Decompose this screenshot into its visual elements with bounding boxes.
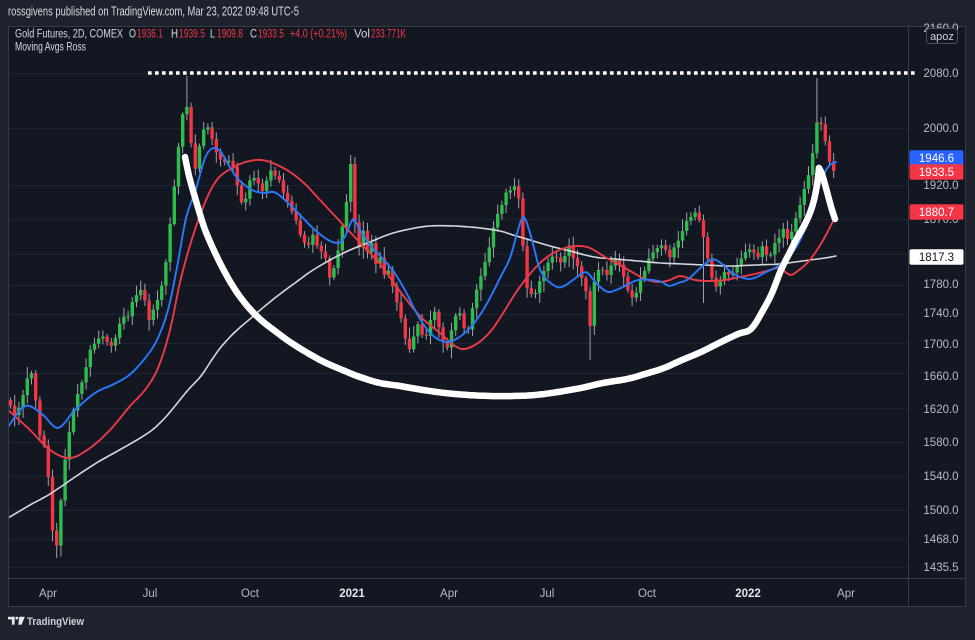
svg-text:Apr: Apr (39, 588, 57, 600)
svg-text:Oct: Oct (241, 588, 260, 600)
svg-text:1660.0: 1660.0 (923, 371, 958, 383)
svg-text:1933.5: 1933.5 (258, 29, 284, 41)
svg-text:C: C (250, 29, 257, 41)
svg-text:1933.5: 1933.5 (919, 167, 954, 179)
svg-text:1500.0: 1500.0 (923, 505, 958, 517)
svg-text:L: L (210, 29, 215, 41)
svg-text:1780.0: 1780.0 (923, 279, 958, 291)
svg-text:TradingView: TradingView (27, 616, 84, 628)
svg-text:1920.0: 1920.0 (923, 180, 958, 192)
svg-text:Apr: Apr (837, 588, 855, 600)
svg-text:apoz: apoz (930, 31, 954, 43)
svg-text:1435.5: 1435.5 (923, 562, 958, 574)
svg-text:2021: 2021 (339, 588, 365, 600)
svg-text:Apr: Apr (440, 588, 458, 600)
svg-text:1817.3: 1817.3 (919, 252, 954, 264)
svg-text:1936.1: 1936.1 (137, 29, 163, 41)
svg-text:Jul: Jul (540, 588, 555, 600)
svg-text:1468.0: 1468.0 (923, 534, 958, 546)
svg-text:rossgivens published on Tradin: rossgivens published on TradingView.com,… (8, 5, 299, 19)
svg-text:O: O (129, 29, 136, 41)
svg-text:+4.0 (+0.21%): +4.0 (+0.21%) (290, 29, 347, 41)
svg-text:Jul: Jul (143, 588, 158, 600)
svg-text:1540.0: 1540.0 (923, 471, 958, 483)
svg-text:2000.0: 2000.0 (923, 123, 958, 135)
svg-text:Vol: Vol (354, 29, 370, 41)
svg-text:1620.0: 1620.0 (923, 404, 958, 416)
svg-text:1700.0: 1700.0 (923, 339, 958, 351)
svg-text:1880.7: 1880.7 (919, 207, 954, 219)
svg-text:1909.8: 1909.8 (217, 29, 243, 41)
svg-text:1946.6: 1946.6 (919, 153, 954, 165)
svg-text:1580.0: 1580.0 (923, 437, 958, 449)
svg-text:Gold Futures, 2D, COMEX: Gold Futures, 2D, COMEX (15, 29, 123, 41)
svg-text:H: H (171, 29, 178, 41)
svg-text:1939.5: 1939.5 (179, 29, 205, 41)
svg-text:1740.0: 1740.0 (923, 308, 958, 320)
svg-text:233.771K: 233.771K (371, 29, 406, 41)
svg-text:2080.0: 2080.0 (923, 68, 958, 80)
svg-text:Oct: Oct (638, 588, 657, 600)
svg-text:Moving Avgs Ross: Moving Avgs Ross (15, 42, 86, 54)
svg-text:2022: 2022 (735, 588, 761, 600)
